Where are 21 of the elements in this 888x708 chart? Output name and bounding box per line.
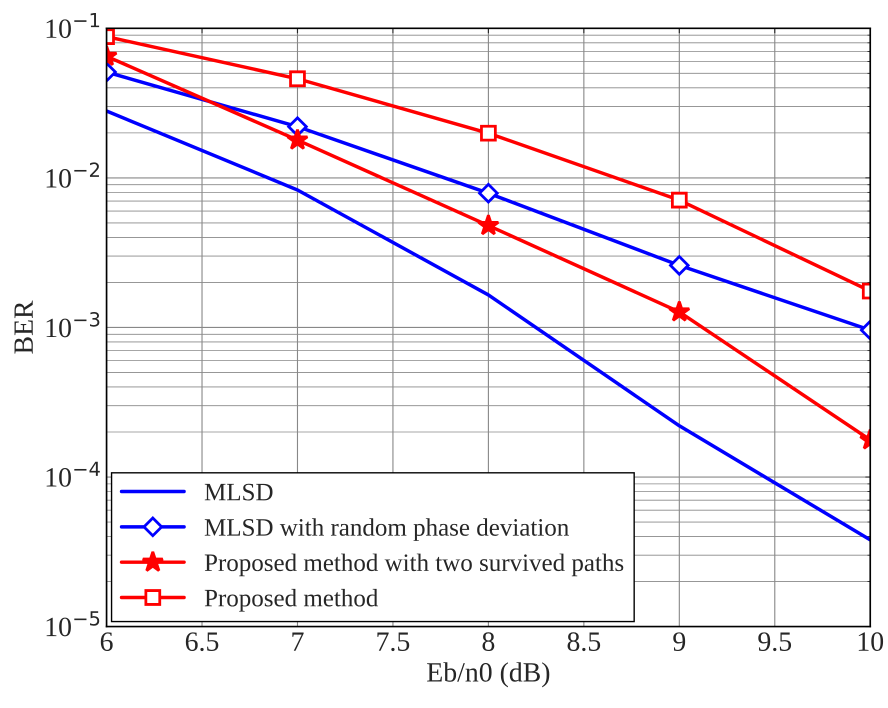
x-tick-label: 7 — [292, 632, 304, 651]
x-tick-label: 8 — [482, 632, 494, 651]
legend-label: MLSD with random phase deviation — [204, 518, 569, 541]
y-tick-label: 10$^{−3}$ — [46, 312, 100, 338]
legend-label: Proposed method — [204, 588, 378, 612]
x-tick-label: 9.5 — [758, 632, 792, 652]
x-tick-label: 8.5 — [568, 632, 600, 652]
x-tick-label: 10 — [858, 632, 884, 651]
x-tick-label: 9 — [673, 632, 686, 651]
x-tick-label: 7.5 — [377, 632, 410, 652]
x-tick-label: 6.5 — [186, 632, 218, 652]
y-axis-title: BER — [14, 300, 33, 354]
x-axis-title: Eb/n0 (dB) — [427, 662, 550, 688]
legend-label: Proposed method with two survived paths — [204, 554, 624, 576]
y-tick-label: 10$^{−2}$ — [46, 162, 99, 188]
y-tick-label: 10$^{−5}$ — [46, 611, 100, 636]
y-tick-label: 10$^{−4}$ — [46, 462, 100, 487]
line-series — [106, 109, 870, 542]
legend-label: MLSD — [204, 484, 273, 501]
x-tick-label: 6 — [100, 632, 113, 651]
y-tick-label: 10$^{−1}$ — [46, 13, 100, 38]
